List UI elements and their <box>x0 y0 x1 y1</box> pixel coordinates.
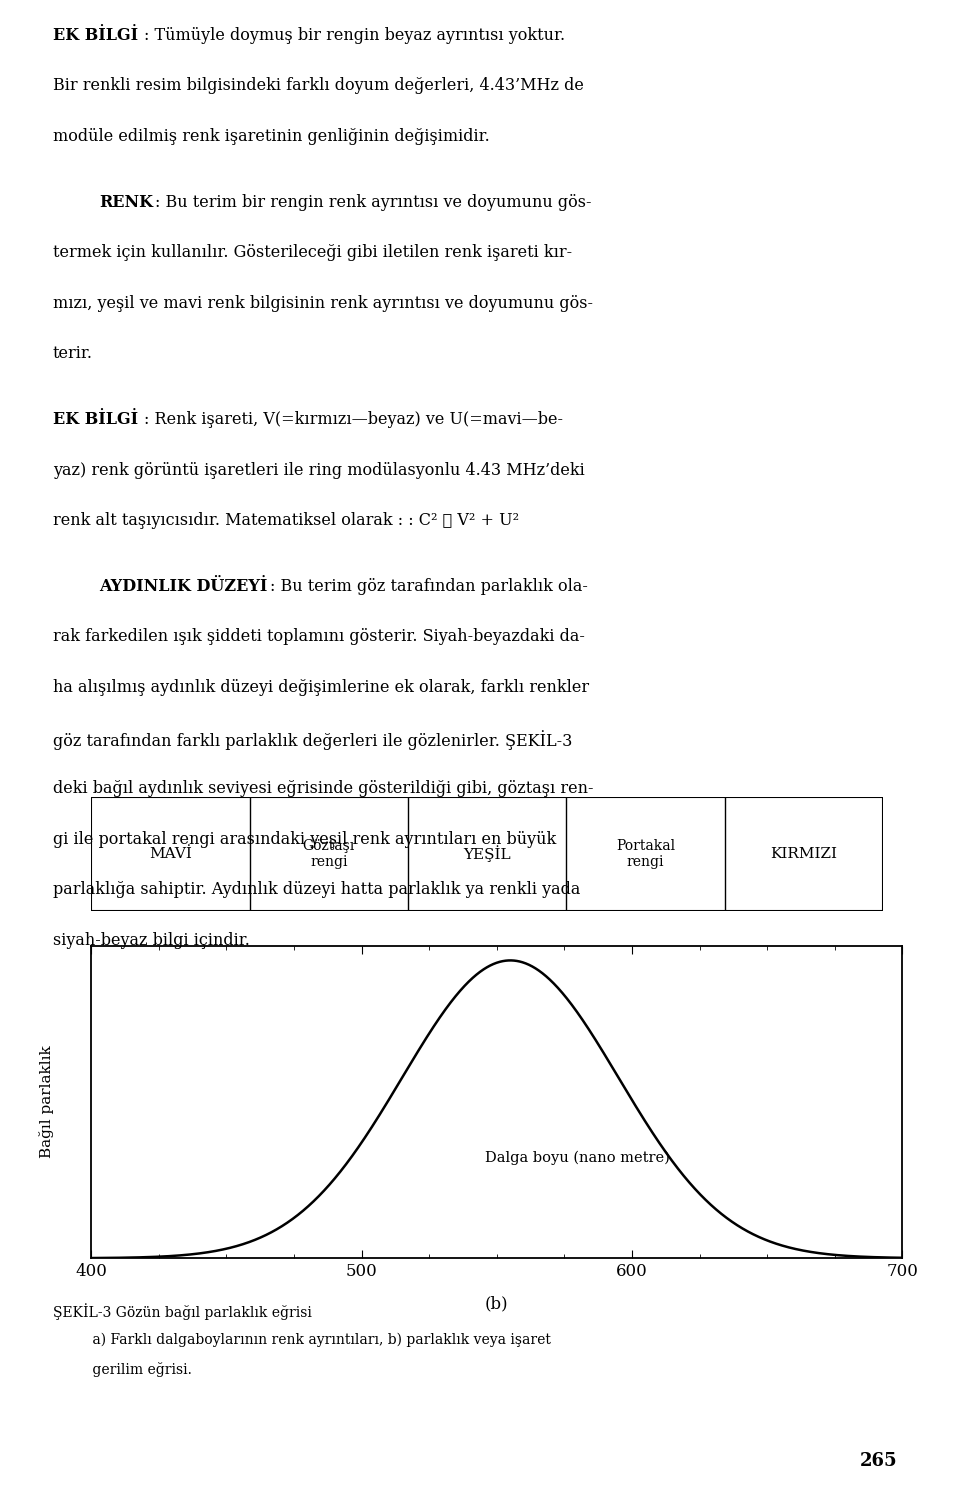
Text: gerilim eğrisi.: gerilim eğrisi. <box>53 1362 192 1377</box>
Text: termek için kullanılır. Gösterileceği gibi iletilen renk işareti kır-: termek için kullanılır. Gösterileceği gi… <box>53 244 572 261</box>
Text: mızı, yeşil ve mavi renk bilgisinin renk ayrıntısı ve doyumunu gös-: mızı, yeşil ve mavi renk bilgisinin renk… <box>53 295 592 311</box>
Text: ha alışılmış aydınlık düzeyi değişimlerine ek olarak, farklı renkler: ha alışılmış aydınlık düzeyi değişimleri… <box>53 679 588 695</box>
Text: (a): (a) <box>476 951 498 968</box>
Text: gi ile portakal rengi arasındaki yeşil renk ayrıntıları en büyük: gi ile portakal rengi arasındaki yeşil r… <box>53 831 556 847</box>
Text: modüle edilmiş renk işaretinin genliğinin değişimidir.: modüle edilmiş renk işaretinin genliğini… <box>53 128 490 144</box>
Text: terir.: terir. <box>53 345 93 362</box>
Text: Bir renkli resim bilgisindeki farklı doyum değerleri, 4.43’MHz de: Bir renkli resim bilgisindeki farklı doy… <box>53 77 584 94</box>
Text: 265: 265 <box>860 1452 898 1470</box>
Text: YEŞİL: YEŞİL <box>464 846 511 862</box>
Text: yaz) renk görüntü işaretleri ile ring modülasyonlu 4.43 MHz’deki: yaz) renk görüntü işaretleri ile ring mo… <box>53 462 585 478</box>
Text: rak farkedilen ışık şiddeti toplamını gösterir. Siyah-beyazdaki da-: rak farkedilen ışık şiddeti toplamını gö… <box>53 628 585 645</box>
Text: renk alt taşıyıcısıdır. Matematiksel olarak : : C² ≙ V² + U²: renk alt taşıyıcısıdır. Matematiksel ola… <box>53 512 519 529</box>
Text: : Renk işareti, V(=kırmızı—beyaz) ve U(=mavi—be-: : Renk işareti, V(=kırmızı—beyaz) ve U(=… <box>144 411 563 427</box>
Text: ŞEKİL-3 Gözün bağıl parlaklık eğrisi: ŞEKİL-3 Gözün bağıl parlaklık eğrisi <box>53 1303 312 1319</box>
Text: KIRMIZI: KIRMIZI <box>771 847 837 861</box>
Text: RENK: RENK <box>99 194 153 210</box>
Text: deki bağıl aydınlık seviyesi eğrisinde gösterildiği gibi, göztaşı ren-: deki bağıl aydınlık seviyesi eğrisinde g… <box>53 780 593 797</box>
Text: Portakal
rengi: Portakal rengi <box>616 838 675 870</box>
Text: AYDINLIK DÜZEYİ: AYDINLIK DÜZEYİ <box>99 578 267 594</box>
Text: : Bu terim göz tarafından parlaklık ola-: : Bu terim göz tarafından parlaklık ola- <box>270 578 588 594</box>
Text: a) Farklı dalgaboylarının renk ayrıntıları, b) parlaklık veya işaret: a) Farklı dalgaboylarının renk ayrıntıla… <box>53 1333 551 1348</box>
Text: : Bu terim bir rengin renk ayrıntısı ve doyumunu gös-: : Bu terim bir rengin renk ayrıntısı ve … <box>155 194 591 210</box>
Text: siyah-beyaz bilgi içindir.: siyah-beyaz bilgi içindir. <box>53 932 250 948</box>
Text: Bağıl parlaklık: Bağıl parlaklık <box>39 1045 54 1158</box>
Text: parlaklığa sahiptir. Aydınlık düzeyi hatta parlaklık ya renkli yada: parlaklığa sahiptir. Aydınlık düzeyi hat… <box>53 881 580 898</box>
Text: göz tarafından farklı parlaklık değerleri ile gözlenirler. ŞEKİL-3: göz tarafından farklı parlaklık değerler… <box>53 730 572 749</box>
Text: (b): (b) <box>485 1295 509 1312</box>
Text: EK BİLGİ: EK BİLGİ <box>53 411 138 427</box>
Text: Göztaşı
rengi: Göztaşı rengi <box>302 838 355 870</box>
Text: Dalga boyu (nano metre): Dalga boyu (nano metre) <box>486 1151 670 1166</box>
Text: MAVİ: MAVİ <box>149 847 192 861</box>
Text: : Tümüyle doymuş bir rengin beyaz ayrıntısı yoktur.: : Tümüyle doymuş bir rengin beyaz ayrınt… <box>144 27 565 43</box>
Text: EK BİLGİ: EK BİLGİ <box>53 27 138 43</box>
